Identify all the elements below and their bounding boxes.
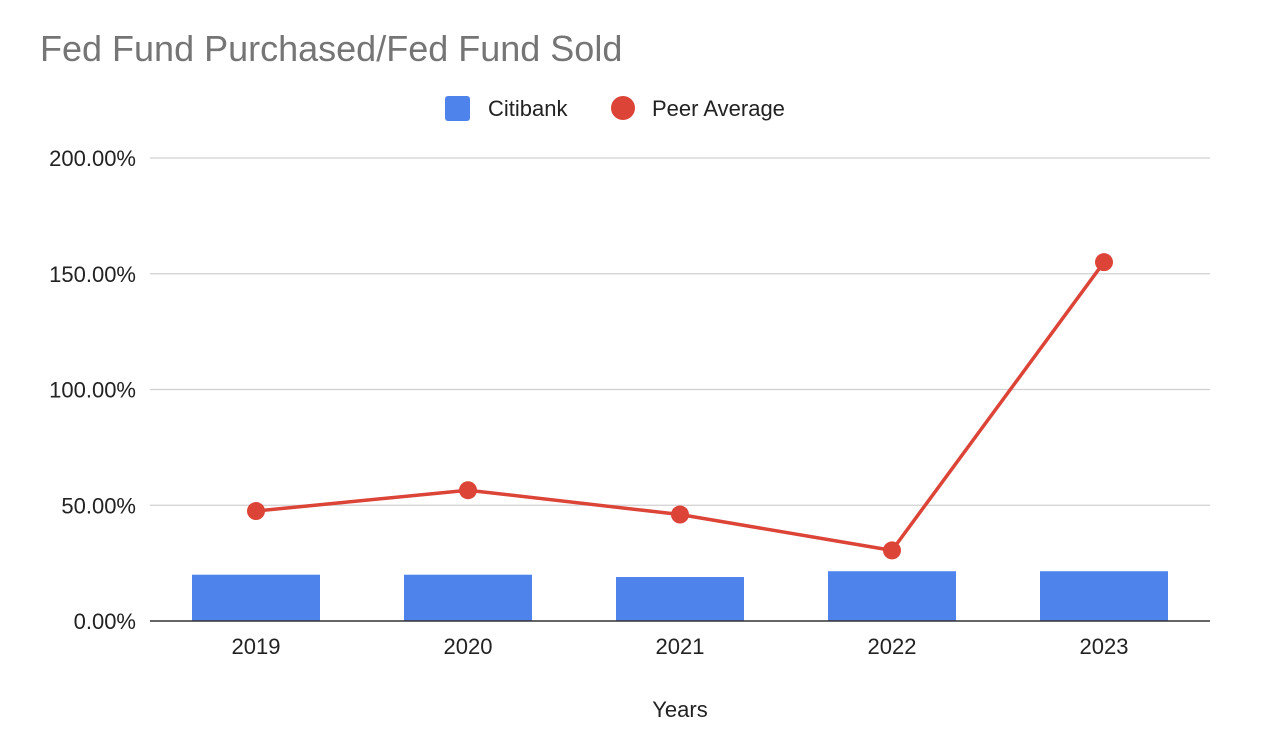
y-tick-label: 150.00% — [49, 262, 136, 287]
x-tick-label: 2019 — [232, 634, 281, 659]
bar-citibank-2021 — [616, 577, 744, 621]
chart-title: Fed Fund Purchased/Fed Fund Sold — [40, 28, 623, 69]
x-axis-title: Years — [652, 697, 707, 722]
x-tick-label: 2021 — [656, 634, 705, 659]
bar-citibank-2023 — [1040, 571, 1168, 621]
y-tick-label: 200.00% — [49, 146, 136, 171]
point-peer-average-2021 — [671, 505, 689, 524]
y-tick-label: 100.00% — [49, 378, 136, 403]
legend-swatch-peer-average — [611, 96, 635, 120]
bar-citibank-2019 — [192, 574, 320, 621]
x-tick-label: 2020 — [444, 634, 493, 659]
citibank-bars — [192, 571, 1168, 621]
axis-labels: 0.00% 50.00% 100.00% 150.00% 200.00% 2019 2020… — [49, 146, 1128, 722]
peer-average-line — [247, 253, 1113, 560]
y-tick-label: 50.00% — [61, 493, 136, 518]
bar-citibank-2020 — [404, 574, 532, 621]
point-peer-average-2023 — [1095, 253, 1113, 272]
point-peer-average-2019 — [247, 502, 265, 521]
y-tick-label: 0.00% — [74, 609, 136, 634]
x-tick-label: 2022 — [868, 634, 917, 659]
bar-citibank-2022 — [828, 571, 956, 621]
legend-label-peer-average: Peer Average — [652, 96, 785, 121]
legend-label-citibank: Citibank — [488, 96, 568, 121]
x-tick-label: 2023 — [1080, 634, 1129, 659]
legend: Citibank Peer Average — [445, 96, 785, 121]
legend-swatch-citibank — [445, 96, 470, 121]
point-peer-average-2020 — [459, 481, 477, 500]
point-peer-average-2022 — [883, 541, 901, 560]
